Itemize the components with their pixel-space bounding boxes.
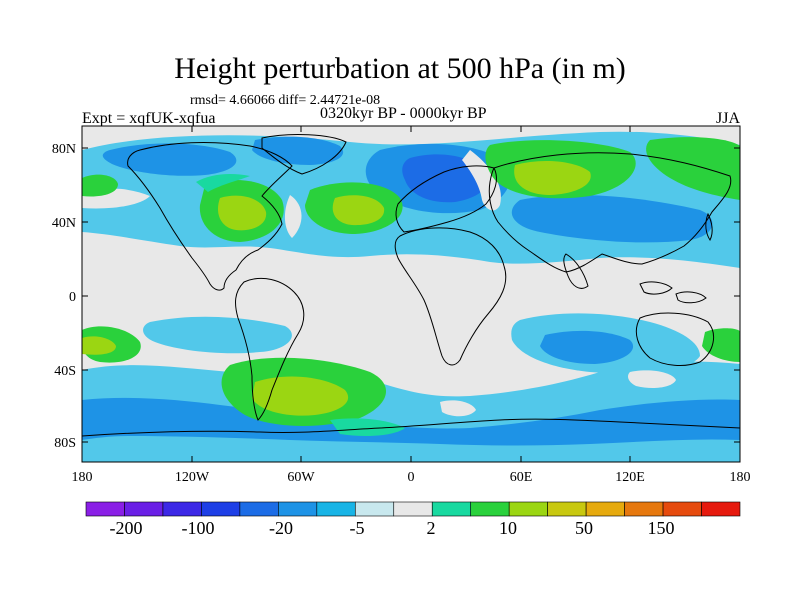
colorbar-label: -100 (181, 518, 215, 538)
tick-marks (81, 126, 741, 462)
colorbar-label: -20 (269, 518, 293, 538)
south-teal-lower (330, 418, 405, 436)
north-america-outline (127, 142, 293, 291)
experiment-label: Expt = xqfUK-xqfua (82, 110, 216, 127)
colorbar-swatch (585, 501, 625, 517)
period-label: 0320kyr BP - 0000kyr BP (320, 105, 487, 122)
colorbar-swatch (701, 501, 741, 517)
europe-outline (395, 165, 497, 233)
colorbar-label: 2 (426, 518, 436, 538)
south-yellow-core (252, 376, 349, 416)
colorbar-swatch (470, 501, 510, 517)
colorbar (85, 501, 741, 517)
africa-outline (394, 227, 507, 366)
indian-ocean-midblue (540, 330, 634, 364)
south-midlat-blue (143, 316, 292, 354)
asia-outline (488, 152, 732, 273)
y-tick-label: 80S (54, 436, 76, 451)
colorbar-swatch (239, 501, 279, 517)
south-gap-1 (628, 370, 676, 388)
colorbar-swatch (393, 501, 433, 517)
y-tick-label: 40N (52, 216, 76, 231)
season-label: JJA (716, 110, 741, 127)
colorbar-swatch (162, 501, 202, 517)
x-tick-label: 0 (408, 470, 415, 485)
southeast-asia-islands (639, 281, 707, 304)
x-tick-label: 60E (510, 470, 533, 485)
greenland-outline (261, 134, 347, 175)
x-tick-label: 180 (730, 470, 751, 485)
arctic-east-green (646, 137, 740, 200)
colorbar-swatch (85, 501, 125, 517)
colorbar-swatch (624, 501, 664, 517)
colorbar-label: -5 (349, 518, 365, 538)
na-yellow-core (217, 195, 267, 231)
australia-outline (635, 312, 715, 366)
colorbar-swatch (124, 501, 164, 517)
colorbar-swatch (662, 501, 702, 517)
colorbar-label: 10 (499, 518, 517, 538)
x-tick-label: 120W (175, 470, 210, 485)
asia-midblue-patch (511, 195, 713, 243)
antarctica-outline (82, 418, 740, 437)
y-axis-labels: 80N 40N 0 40S 80S (52, 142, 76, 451)
na-teal-fringe (196, 174, 250, 192)
south-gap-2 (440, 400, 476, 417)
colorbar-swatch (431, 501, 472, 517)
atl-yellow-core (332, 195, 385, 226)
colorbar-swatch (354, 501, 395, 517)
colorbar-swatch (547, 501, 587, 517)
x-tick-label: 180 (72, 470, 93, 485)
eurasia-yellow-core (514, 160, 591, 195)
colorbar-label: -200 (109, 518, 143, 538)
map-title: Height perturbation at 500 hPa (in m) (174, 52, 626, 85)
colorbar-swatch (201, 501, 241, 517)
south-america-outline (235, 277, 305, 421)
colorbar-swatch (316, 501, 356, 517)
coastlines (82, 134, 740, 437)
colorbar-label: 150 (647, 518, 675, 538)
colorbar-swatch (508, 501, 548, 517)
pacific-green (82, 174, 118, 197)
colorbar-swatch (278, 501, 318, 517)
contour-field (82, 126, 740, 462)
y-tick-label: 40S (54, 364, 76, 379)
sw-yellow-core (82, 336, 116, 355)
se-green-patch (702, 328, 740, 362)
x-axis-labels: 180 120W 60W 0 60E 120E 180 (72, 470, 751, 485)
india-outline (563, 253, 589, 289)
y-tick-label: 0 (69, 290, 76, 305)
x-tick-label: 120E (615, 470, 645, 485)
north-gap-2 (284, 195, 302, 238)
japan-outline (705, 212, 713, 241)
x-tick-label: 60W (287, 470, 315, 485)
colorbar-label: 50 (575, 518, 593, 538)
y-tick-label: 80N (52, 142, 76, 157)
stats-line: rmsd= 4.66066 diff= 2.44721e-08 (190, 93, 381, 108)
